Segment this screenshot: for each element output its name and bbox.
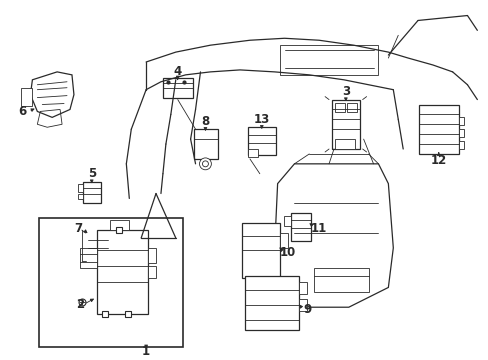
- Bar: [97, 230, 148, 314]
- Text: 13: 13: [253, 113, 269, 126]
- Text: 9: 9: [303, 303, 311, 316]
- Bar: [39, 218, 183, 347]
- Text: 8: 8: [201, 115, 209, 128]
- Bar: [458, 129, 463, 137]
- Circle shape: [199, 158, 211, 170]
- Bar: [314, 268, 368, 292]
- Bar: [334, 103, 344, 112]
- Bar: [291, 213, 310, 241]
- Bar: [299, 283, 306, 294]
- Bar: [418, 104, 458, 154]
- Bar: [80, 248, 97, 268]
- Text: 12: 12: [430, 154, 446, 167]
- Bar: [244, 275, 299, 330]
- Bar: [193, 129, 218, 159]
- Bar: [242, 223, 279, 278]
- Bar: [78, 184, 82, 192]
- Bar: [247, 149, 257, 157]
- Bar: [458, 141, 463, 149]
- Bar: [148, 266, 156, 278]
- Text: 2: 2: [76, 298, 84, 311]
- Text: 10: 10: [279, 246, 295, 259]
- Bar: [346, 103, 356, 112]
- Bar: [82, 182, 101, 203]
- Bar: [88, 233, 107, 261]
- Text: 3: 3: [341, 85, 349, 98]
- Bar: [299, 299, 306, 311]
- Circle shape: [202, 161, 208, 167]
- Text: 4: 4: [173, 66, 182, 78]
- Bar: [78, 194, 82, 199]
- Text: 6: 6: [19, 105, 26, 118]
- Bar: [148, 248, 156, 263]
- Bar: [163, 78, 192, 98]
- Bar: [247, 127, 275, 155]
- Bar: [109, 220, 129, 230]
- Text: 11: 11: [310, 222, 326, 235]
- Text: 1: 1: [142, 345, 150, 358]
- Bar: [334, 139, 354, 149]
- Bar: [458, 117, 463, 125]
- Bar: [279, 233, 287, 248]
- Bar: [283, 216, 291, 226]
- Bar: [279, 45, 378, 75]
- Text: 5: 5: [87, 167, 96, 180]
- Bar: [331, 100, 359, 149]
- Text: 7: 7: [74, 222, 82, 235]
- Bar: [20, 88, 32, 105]
